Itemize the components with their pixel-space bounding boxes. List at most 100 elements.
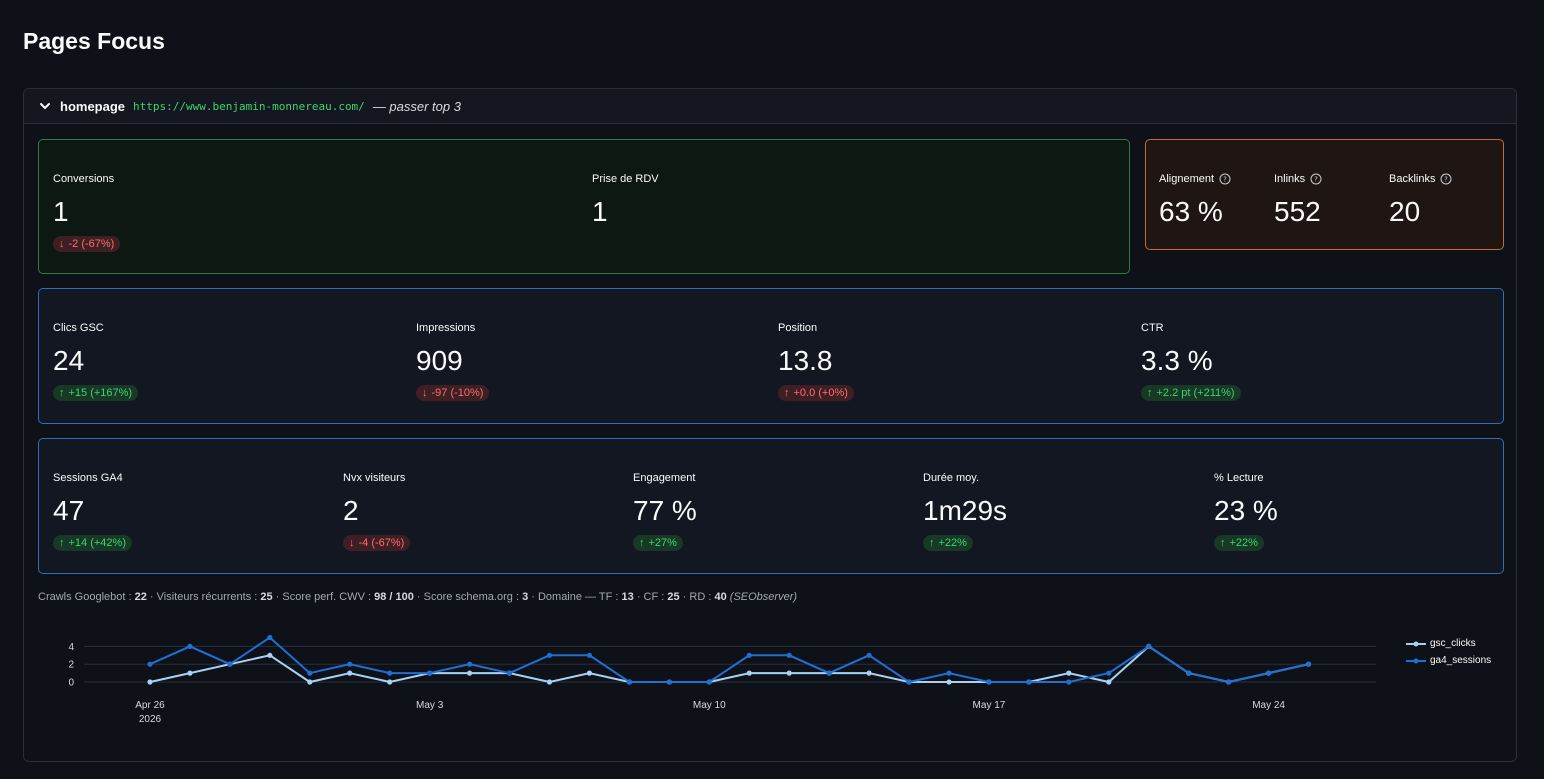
metric-label: % Lecture bbox=[1214, 472, 1264, 484]
data-point-ga4-sessions bbox=[666, 679, 672, 685]
metric-delta: ↑ +22% bbox=[923, 535, 973, 551]
metric-delta: ↑ +22% bbox=[1214, 535, 1264, 551]
metric-label: CTR bbox=[1141, 322, 1164, 334]
metric-value: 47 bbox=[53, 495, 85, 526]
metric-label: Inlinks bbox=[1274, 173, 1306, 185]
metric-nvx-visiteurs: Nvx visiteurs 2 ↓ -4 (-67%) bbox=[343, 471, 411, 551]
extra-metrics-line: Crawls Googlebot : 22 · Visiteurs récurr… bbox=[38, 591, 797, 603]
arrow-up-icon: ↑ bbox=[784, 387, 790, 399]
traffic-line-chart: 0 2 4 Apr 26 2026 May 3 May 10 May 17 May 24 bbox=[68, 634, 1376, 725]
data-point-ga4-sessions bbox=[1066, 679, 1072, 685]
metric-delta: ↓ -97 (-10%) bbox=[416, 385, 490, 401]
cwv-value: 98 / 100 bbox=[374, 591, 414, 603]
y-tick-label: 4 bbox=[68, 642, 74, 653]
arrow-down-icon: ↓ bbox=[349, 537, 355, 549]
metric-label: Engagement bbox=[633, 472, 696, 484]
data-point-ga4-sessions bbox=[1305, 661, 1312, 667]
metric-value: 1 bbox=[592, 196, 608, 227]
metric-clics-gsc: Clics GSC 24 ↑ +15 (+167%) bbox=[53, 321, 139, 401]
delta-text: -4 (-67%) bbox=[358, 537, 405, 549]
data-point-gsc-clicks bbox=[946, 679, 952, 685]
data-point-ga4-sessions bbox=[147, 661, 153, 667]
data-point-gsc-clicks bbox=[1066, 670, 1072, 676]
y-tick-label: 2 bbox=[68, 660, 74, 671]
legend-item-ga4-sessions[interactable]: ga4_sessions bbox=[1406, 652, 1491, 669]
data-point-ga4-sessions bbox=[427, 670, 433, 676]
page-name: homepage bbox=[60, 98, 126, 114]
chart-legend[interactable]: gsc_clicks ga4_sessions bbox=[1406, 635, 1491, 669]
metric-label: Alignement bbox=[1159, 173, 1215, 185]
metric-impressions: Impressions 909 ↓ -97 (-10%) bbox=[416, 321, 490, 401]
metric-value: 13.8 bbox=[778, 345, 833, 376]
arrow-up-icon: ↑ bbox=[639, 537, 645, 549]
footer-text: Crawls Googlebot : bbox=[38, 591, 135, 603]
chevron-down-icon[interactable] bbox=[38, 99, 52, 113]
data-point-gsc-clicks bbox=[786, 670, 792, 676]
legend-swatch bbox=[1406, 658, 1426, 663]
expander-header[interactable]: homepage https://www.benjamin-monnereau.… bbox=[24, 89, 1516, 124]
footer-text: · RD : bbox=[679, 591, 715, 603]
metric-delta: ↑ +2.2 pt (+211%) bbox=[1141, 385, 1241, 401]
data-point-ga4-sessions bbox=[1226, 679, 1232, 685]
footer-text: · Score schema.org : bbox=[413, 591, 523, 603]
arrow-up-icon: ↑ bbox=[1220, 537, 1226, 549]
arrow-up-icon: ↑ bbox=[929, 537, 935, 549]
metric-delta: ↓ -2 (-67%) bbox=[53, 236, 121, 252]
metric-label: Prise de RDV bbox=[592, 173, 659, 185]
metric-label: Backlinks bbox=[1389, 173, 1436, 185]
metric-alignement: Alignement ? 63 % bbox=[1159, 172, 1231, 229]
delta-text: -2 (-67%) bbox=[68, 238, 115, 250]
metric-sessions-ga4: Sessions GA4 47 ↑ +14 (+42%) bbox=[53, 471, 132, 551]
data-point-ga4-sessions bbox=[986, 679, 992, 685]
data-point-ga4-sessions bbox=[227, 661, 233, 667]
metric-value: 24 bbox=[53, 345, 85, 376]
data-point-gsc-clicks bbox=[387, 679, 393, 685]
data-point-ga4-sessions bbox=[267, 634, 273, 641]
page-url: https://www.benjamin-monnereau.com/ bbox=[133, 99, 365, 113]
metric-value: 909 bbox=[416, 345, 463, 376]
help-icon[interactable]: ? bbox=[1440, 173, 1452, 185]
data-point-ga4-sessions bbox=[1026, 679, 1032, 685]
data-point-ga4-sessions bbox=[1186, 670, 1192, 676]
rd-value: 40 bbox=[714, 591, 727, 603]
data-point-gsc-clicks bbox=[267, 652, 273, 658]
metric-label-row: Alignement ? bbox=[1159, 172, 1231, 186]
data-point-gsc-clicks bbox=[147, 679, 153, 685]
data-point-gsc-clicks bbox=[467, 670, 473, 676]
data-point-gsc-clicks bbox=[187, 670, 193, 676]
delta-text: +14 (+42%) bbox=[68, 537, 126, 549]
data-point-ga4-sessions bbox=[866, 652, 872, 658]
data-point-ga4-sessions bbox=[746, 652, 752, 658]
data-point-gsc-clicks bbox=[746, 670, 752, 676]
metric-delta: ↑ +14 (+42%) bbox=[53, 535, 132, 551]
page-title: Pages Focus bbox=[23, 28, 165, 54]
metric-lecture: % Lecture 23 % ↑ +22% bbox=[1214, 471, 1278, 551]
data-point-ga4-sessions bbox=[586, 652, 593, 658]
help-icon[interactable]: ? bbox=[1219, 173, 1231, 185]
metric-delta: ↑ +15 (+167%) bbox=[53, 385, 139, 401]
ga4-card: Sessions GA4 47 ↑ +14 (+42%) Nvx visiteur… bbox=[38, 438, 1504, 574]
data-point-ga4-sessions bbox=[1106, 670, 1112, 676]
delta-text: -97 (-10%) bbox=[431, 387, 484, 399]
gsc-card: Clics GSC 24 ↑ +15 (+167%) Impressions 90… bbox=[38, 288, 1504, 424]
metric-conversions: Conversions 1 ↓ -2 (-67%) bbox=[53, 172, 121, 252]
metric-prise-rdv: Prise de RDV 1 bbox=[592, 172, 659, 229]
svg-text:?: ? bbox=[1445, 176, 1449, 184]
legend-item-gsc-clicks[interactable]: gsc_clicks bbox=[1406, 635, 1491, 652]
crawls-value: 22 bbox=[134, 591, 147, 603]
metric-engagement: Engagement 77 % ↑ +27% bbox=[633, 471, 697, 551]
delta-text: +15 (+167%) bbox=[68, 387, 133, 399]
data-point-ga4-sessions bbox=[187, 643, 193, 649]
metric-label: Durée moy. bbox=[923, 472, 980, 484]
data-point-ga4-sessions bbox=[706, 679, 712, 685]
footer-text: · CF : bbox=[633, 591, 668, 603]
data-point-gsc-clicks bbox=[586, 670, 593, 676]
metric-value: 552 bbox=[1274, 196, 1321, 227]
data-point-ga4-sessions bbox=[347, 661, 353, 667]
delta-text: +22% bbox=[938, 537, 967, 549]
series-line-ga4-sessions bbox=[149, 636, 1309, 684]
help-icon[interactable]: ? bbox=[1310, 173, 1322, 185]
data-point-ga4-sessions bbox=[826, 670, 832, 676]
data-point-gsc-clicks bbox=[546, 679, 553, 685]
delta-text: +22% bbox=[1229, 537, 1258, 549]
